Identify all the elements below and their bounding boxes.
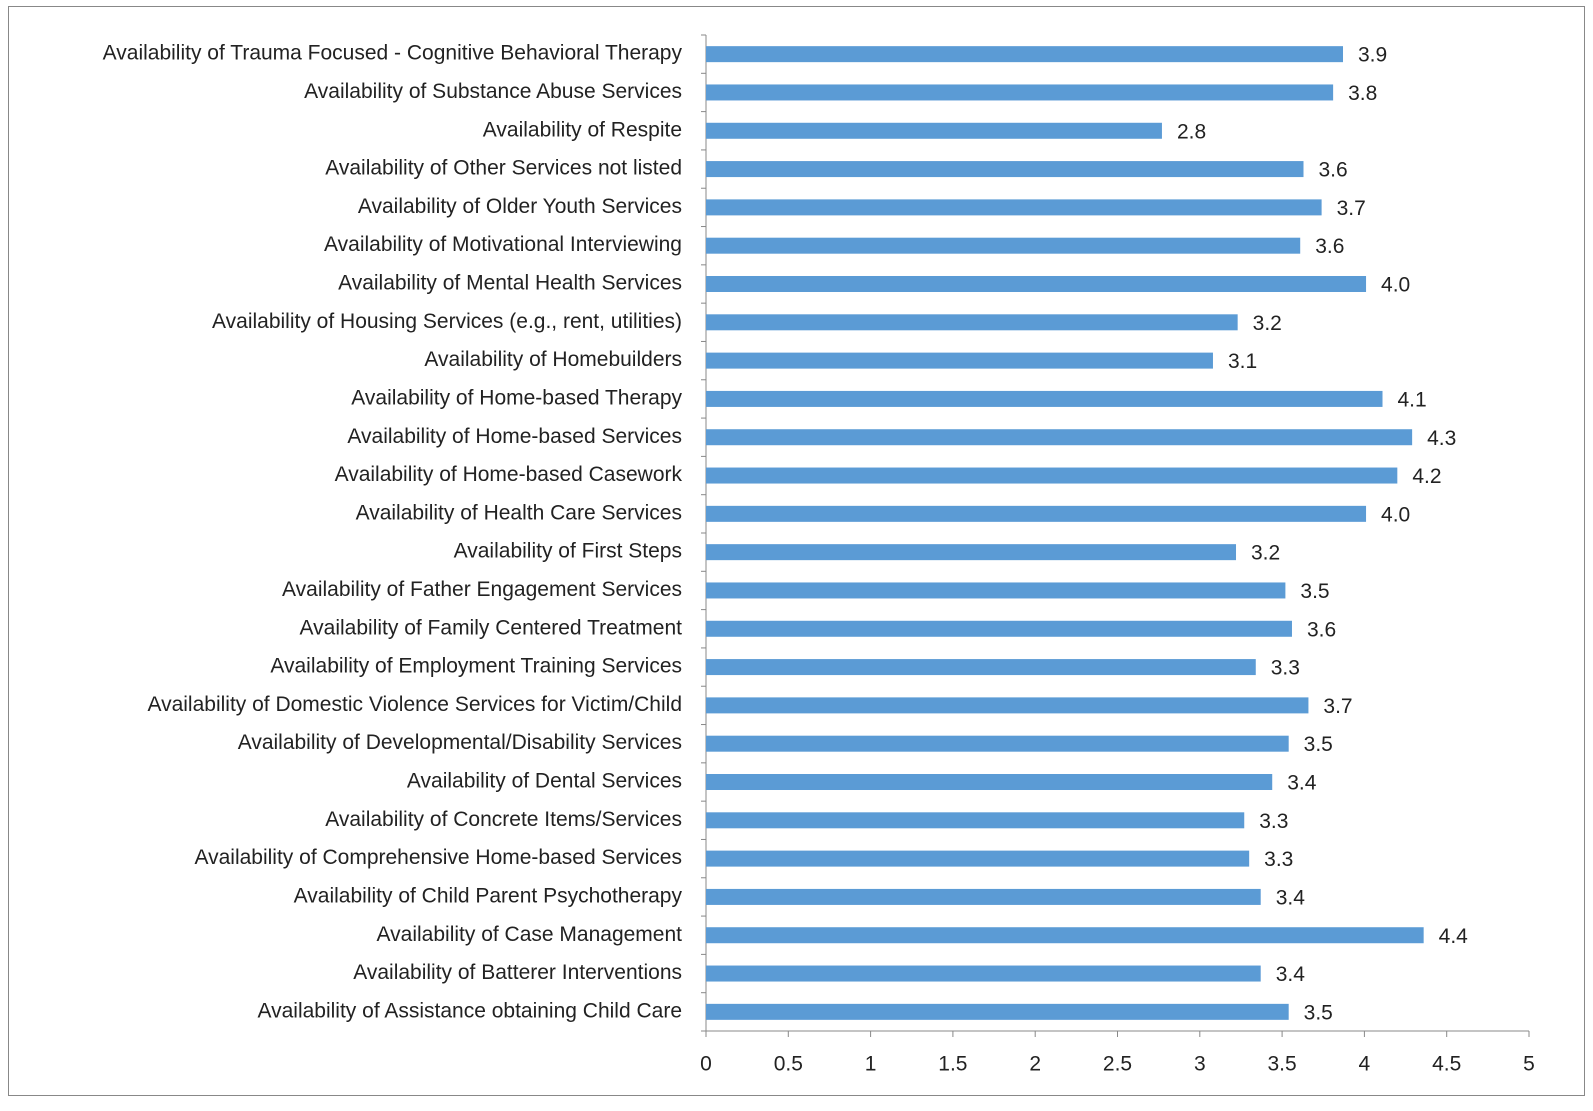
y-tick-label: Availability of Assistance obtaining Chi…	[257, 999, 682, 1022]
bar	[706, 850, 1250, 867]
bar	[706, 46, 1344, 63]
y-tick-label: Availability of Developmental/Disability…	[238, 731, 682, 754]
value-label: 3.6	[1318, 159, 1347, 182]
value-label: 4.0	[1381, 503, 1410, 526]
bar	[706, 1003, 1289, 1020]
value-label: 3.4	[1276, 886, 1306, 909]
bar	[706, 429, 1413, 446]
value-label: 3.6	[1315, 235, 1344, 258]
value-label: 3.1	[1228, 350, 1257, 373]
bar	[706, 697, 1309, 714]
value-label: 4.4	[1439, 925, 1469, 948]
x-tick-label: 1.5	[938, 1053, 967, 1076]
bar	[706, 161, 1304, 178]
value-label: 3.4	[1287, 772, 1317, 795]
value-label: 4.1	[1398, 388, 1427, 411]
y-tick-label: Availability of Other Services not liste…	[325, 157, 682, 180]
x-tick-label: 4.5	[1432, 1053, 1461, 1076]
value-label: 3.7	[1337, 197, 1366, 220]
value-label: 4.3	[1427, 427, 1456, 450]
y-tick-label: Availability of Health Care Services	[356, 501, 682, 524]
bar	[706, 735, 1289, 752]
bar	[706, 888, 1261, 905]
y-tick-label: Availability of Home-based Services	[347, 425, 682, 448]
x-tick-label: 4	[1359, 1053, 1371, 1076]
bar	[706, 812, 1245, 829]
value-label: 3.3	[1271, 657, 1300, 680]
value-label: 3.8	[1348, 82, 1377, 105]
value-label: 4.0	[1381, 274, 1410, 297]
value-label: 4.2	[1412, 465, 1441, 488]
y-tick-label: Availability of Comprehensive Home-based…	[194, 846, 682, 869]
value-label: 2.8	[1177, 120, 1206, 143]
value-label: 3.5	[1304, 733, 1333, 756]
y-tick-label: Availability of Home-based Therapy	[351, 386, 682, 409]
x-tick-label: 5	[1523, 1053, 1535, 1076]
bar	[706, 467, 1398, 484]
value-label: 3.5	[1304, 1001, 1333, 1024]
chart-frame	[8, 6, 1585, 1096]
value-label: 3.9	[1358, 44, 1387, 67]
y-tick-label: Availability of Child Parent Psychothera…	[294, 884, 683, 907]
y-tick-label: Availability of Homebuilders	[424, 348, 682, 371]
bar	[706, 122, 1162, 139]
value-label: 3.2	[1251, 542, 1280, 565]
value-label: 3.3	[1259, 810, 1288, 833]
bar	[706, 390, 1383, 407]
y-tick-label: Availability of Older Youth Services	[358, 195, 682, 218]
y-tick-label: Availability of Home-based Casework	[335, 463, 683, 486]
bar	[706, 927, 1424, 944]
value-label: 3.3	[1264, 848, 1293, 871]
bar	[706, 544, 1237, 561]
bar	[706, 237, 1301, 254]
y-tick-label: Availability of Family Centered Treatmen…	[300, 616, 683, 639]
y-tick-label: Availability of Respite	[483, 118, 682, 141]
y-tick-label: Availability of Employment Training Serv…	[270, 655, 682, 678]
y-tick-label: Availability of Trauma Focused - Cogniti…	[103, 42, 683, 65]
bar	[706, 314, 1238, 331]
x-tick-label: 0	[700, 1053, 712, 1076]
value-label: 3.2	[1253, 312, 1282, 335]
y-tick-label: Availability of Father Engagement Servic…	[282, 578, 682, 601]
value-label: 3.5	[1300, 580, 1329, 603]
y-tick-label: Availability of Concrete Items/Services	[325, 808, 682, 831]
bar	[706, 84, 1334, 101]
bar	[706, 582, 1286, 599]
x-tick-label: 2.5	[1103, 1053, 1132, 1076]
y-tick-label: Availability of Domestic Violence Servic…	[147, 693, 682, 716]
value-label: 3.4	[1276, 963, 1306, 986]
bar	[706, 199, 1322, 216]
y-tick-label: Availability of Housing Services (e.g., …	[212, 310, 682, 333]
y-tick-label: Availability of Mental Health Services	[338, 272, 682, 295]
y-tick-label: Availability of Batterer Interventions	[353, 961, 682, 984]
value-label: 3.6	[1307, 618, 1336, 641]
bar	[706, 505, 1367, 522]
value-label: 3.7	[1323, 695, 1352, 718]
y-tick-label: Availability of First Steps	[454, 540, 682, 563]
x-tick-label: 3	[1194, 1053, 1206, 1076]
bar	[706, 352, 1213, 369]
x-tick-label: 0.5	[774, 1053, 803, 1076]
x-tick-label: 2	[1029, 1053, 1041, 1076]
y-tick-label: Availability of Motivational Interviewin…	[324, 233, 682, 256]
y-tick-label: Availability of Case Management	[377, 923, 683, 946]
y-tick-label: Availability of Substance Abuse Services	[304, 80, 682, 103]
bar	[706, 659, 1256, 676]
y-tick-label: Availability of Dental Services	[407, 770, 682, 793]
bar	[706, 620, 1292, 637]
x-tick-label: 3.5	[1267, 1053, 1296, 1076]
bar	[706, 774, 1273, 790]
bar	[706, 276, 1367, 292]
bar	[706, 965, 1261, 982]
x-tick-label: 1	[865, 1053, 877, 1076]
